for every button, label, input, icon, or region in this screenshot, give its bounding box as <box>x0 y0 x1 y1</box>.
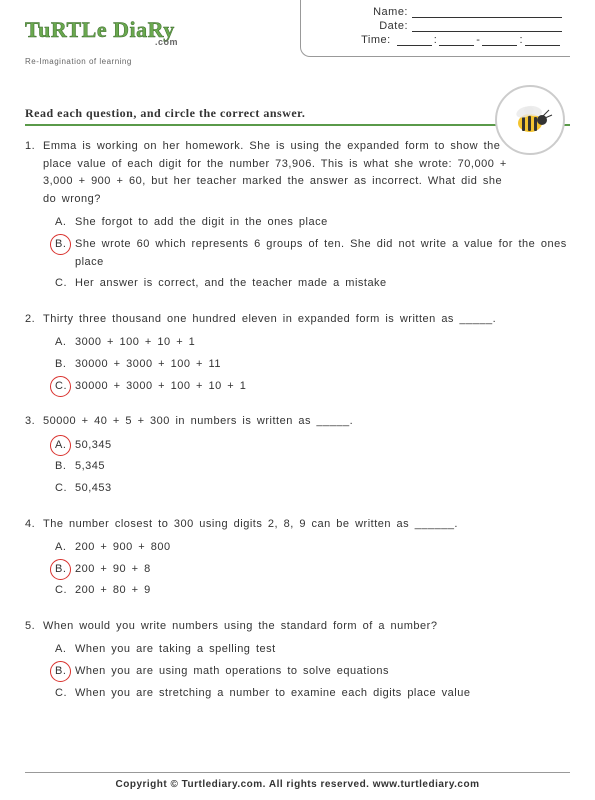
question: 1.Emma is working on her homework. She i… <box>25 138 570 293</box>
option: A.50,345 <box>55 437 570 455</box>
question: 5.When would you write numbers using the… <box>25 618 570 702</box>
option-letter: B. <box>55 458 75 476</box>
svg-text:TuRTLe DiaRy: TuRTLe DiaRy <box>25 17 175 42</box>
option: C.When you are stretching a number to ex… <box>55 685 570 703</box>
option-letter: A. <box>55 437 75 455</box>
name-label: Name: <box>373 6 408 18</box>
question: 2.Thirty three thousand one hundred elev… <box>25 311 570 395</box>
option-letter: C. <box>55 685 75 703</box>
date-line <box>412 20 562 32</box>
option-text: 30000 + 3000 + 100 + 10 + 1 <box>75 378 570 396</box>
option-text: 30000 + 3000 + 100 + 11 <box>75 356 570 374</box>
question-number: 1. <box>25 138 43 208</box>
option-letter: B. <box>55 561 75 579</box>
date-label: Date: <box>379 20 408 32</box>
option: B.200 + 90 + 8 <box>55 561 570 579</box>
question-text: 50000 + 40 + 5 + 300 in numbers is writt… <box>43 413 570 431</box>
option-text: 200 + 80 + 9 <box>75 582 570 600</box>
option: A.She forgot to add the digit in the one… <box>55 214 570 232</box>
question-number: 5. <box>25 618 43 636</box>
question-text: The number closest to 300 using digits 2… <box>43 516 570 534</box>
question-number: 3. <box>25 413 43 431</box>
option-text: 200 + 900 + 800 <box>75 539 570 557</box>
option-letter: C. <box>55 582 75 600</box>
option-text: When you are stretching a number to exam… <box>75 685 570 703</box>
option: B.30000 + 3000 + 100 + 11 <box>55 356 570 374</box>
option: A.3000 + 100 + 10 + 1 <box>55 334 570 352</box>
question: 3.50000 + 40 + 5 + 300 in numbers is wri… <box>25 413 570 497</box>
option-text: 3000 + 100 + 10 + 1 <box>75 334 570 352</box>
option-text: 50,345 <box>75 437 570 455</box>
option-text: When you are using math operations to so… <box>75 663 570 681</box>
bee-icon <box>495 85 565 155</box>
option: C.30000 + 3000 + 100 + 10 + 1 <box>55 378 570 396</box>
option: B.5,345 <box>55 458 570 476</box>
option: B.She wrote 60 which represents 6 groups… <box>55 236 570 271</box>
question-text: Emma is working on her homework. She is … <box>43 138 570 208</box>
option: B.When you are using math operations to … <box>55 663 570 681</box>
option: A.200 + 900 + 800 <box>55 539 570 557</box>
option-text: Her answer is correct, and the teacher m… <box>75 275 570 293</box>
option-text: 5,345 <box>75 458 570 476</box>
question-number: 4. <box>25 516 43 534</box>
footer: Copyright © Turtlediary.com. All rights … <box>25 772 570 790</box>
option-text: She forgot to add the digit in the ones … <box>75 214 570 232</box>
option-text: 50,453 <box>75 480 570 498</box>
question: 4.The number closest to 300 using digits… <box>25 516 570 600</box>
name-line <box>412 6 562 18</box>
option-letter: A. <box>55 334 75 352</box>
option-letter: C. <box>55 480 75 498</box>
option-letter: A. <box>55 214 75 232</box>
option-letter: C. <box>55 378 75 396</box>
question-number: 2. <box>25 311 43 329</box>
question-text: Thirty three thousand one hundred eleven… <box>43 311 570 329</box>
info-box: Name: Date: Time::-: <box>300 0 570 57</box>
questions: 1.Emma is working on her homework. She i… <box>25 138 570 702</box>
question-text: When would you write numbers using the s… <box>43 618 570 636</box>
option-text: 200 + 90 + 8 <box>75 561 570 579</box>
option-text: She wrote 60 which represents 6 groups o… <box>75 236 570 271</box>
option: C.50,453 <box>55 480 570 498</box>
option-letter: B. <box>55 356 75 374</box>
option-letter: A. <box>55 641 75 659</box>
logo-text: TuRTLe DiaRy .com <box>25 15 205 59</box>
option-text: When you are taking a spelling test <box>75 641 570 659</box>
option: C.Her answer is correct, and the teacher… <box>55 275 570 293</box>
option-letter: A. <box>55 539 75 557</box>
logo: TuRTLe DiaRy .com Re-Imagination of lear… <box>25 15 205 66</box>
option-letter: B. <box>55 236 75 271</box>
time-label: Time: <box>361 34 391 46</box>
option: C.200 + 80 + 9 <box>55 582 570 600</box>
instruction: Read each question, and circle the corre… <box>25 106 570 126</box>
option-letter: C. <box>55 275 75 293</box>
option: A.When you are taking a spelling test <box>55 641 570 659</box>
svg-text:.com: .com <box>155 37 178 47</box>
option-letter: B. <box>55 663 75 681</box>
